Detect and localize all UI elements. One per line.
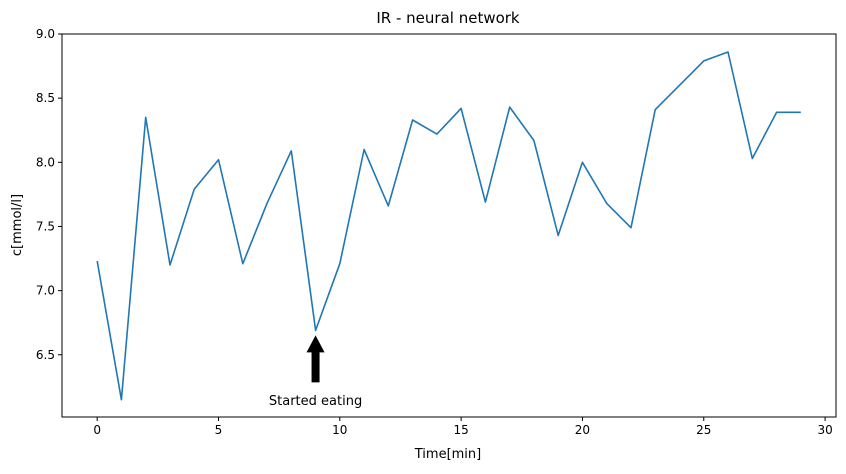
y-tick-label: 8.0 xyxy=(36,155,55,169)
y-axis-label: c[mmol/l] xyxy=(10,194,25,256)
x-tick-label: 15 xyxy=(453,423,468,437)
x-tick-label: 30 xyxy=(817,423,832,437)
x-tick-label: 5 xyxy=(215,423,223,437)
y-tick-label: 8.5 xyxy=(36,91,55,105)
chart-title: IR - neural network xyxy=(376,9,520,27)
x-tick-label: 25 xyxy=(696,423,711,437)
y-tick-label: 7.0 xyxy=(36,284,55,298)
annotation-label: Started eating xyxy=(269,394,362,409)
x-tick-label: 20 xyxy=(575,423,590,437)
x-tick-label: 10 xyxy=(332,423,347,437)
x-tick-label: 0 xyxy=(93,423,101,437)
x-axis-label: Time[min] xyxy=(414,447,481,462)
y-tick-label: 6.5 xyxy=(36,348,55,362)
y-tick-label: 9.0 xyxy=(36,27,55,41)
y-tick-label: 7.5 xyxy=(36,219,55,233)
